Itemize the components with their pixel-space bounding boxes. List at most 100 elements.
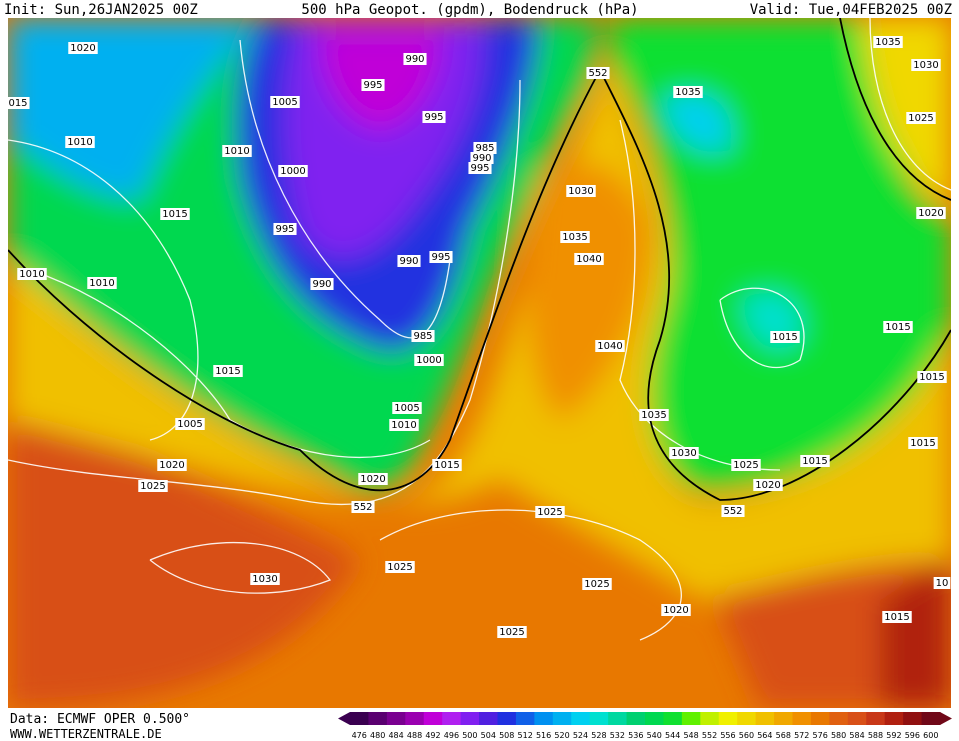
scale-label: 596 xyxy=(905,731,920,740)
isobar-label: 1000 xyxy=(280,166,305,177)
label-box xyxy=(933,577,951,589)
scale-cell xyxy=(589,712,609,725)
isobar-label: 1025 xyxy=(140,481,165,492)
label-box xyxy=(422,111,446,123)
label-box xyxy=(17,268,47,280)
label-box xyxy=(753,479,783,491)
scale-cell xyxy=(442,712,462,725)
isobar-label: 1010 xyxy=(224,146,249,157)
scale-cell xyxy=(645,712,664,725)
label-box xyxy=(911,59,941,71)
label-box xyxy=(392,402,422,414)
isobar-label: 1015 xyxy=(884,612,909,623)
isobar-label: 1010 xyxy=(67,137,92,148)
scale-cell xyxy=(829,712,849,725)
isobar-label: 1025 xyxy=(908,113,933,124)
label-box xyxy=(8,97,30,109)
label-box xyxy=(403,53,427,65)
scale-cell xyxy=(663,712,683,725)
scale-label: 528 xyxy=(591,731,606,740)
scale-label: 524 xyxy=(573,731,588,740)
isobar-label: 1005 xyxy=(177,419,202,430)
isobar-label: 015 xyxy=(8,98,27,109)
label-box xyxy=(87,277,117,289)
isobar-label: 1030 xyxy=(671,448,696,459)
scale-cell xyxy=(681,712,701,725)
isobar-label: 995 xyxy=(431,252,450,263)
label-box xyxy=(586,67,610,79)
scale-label: 552 xyxy=(702,731,717,740)
label-box xyxy=(429,251,453,263)
isobar-label: 1030 xyxy=(568,186,593,197)
label-box xyxy=(358,473,388,485)
label-box xyxy=(361,79,385,91)
label-box xyxy=(470,152,494,164)
scale-cell xyxy=(884,712,904,725)
scale-cell xyxy=(405,712,425,725)
label-box xyxy=(157,459,187,471)
isobar-label: 552 xyxy=(588,68,607,79)
scale-label: 548 xyxy=(683,731,698,740)
label-box xyxy=(917,371,947,383)
scale-label: 500 xyxy=(462,731,477,740)
isobar-label: 990 xyxy=(312,279,331,290)
isobar-label: 1015 xyxy=(802,456,827,467)
label-box xyxy=(138,480,168,492)
label-box xyxy=(639,409,669,421)
scale-label: 484 xyxy=(388,731,403,740)
label-box xyxy=(906,112,936,124)
isobar-label: 1020 xyxy=(755,480,780,491)
label-box xyxy=(873,36,903,48)
isobar-label: 1020 xyxy=(918,208,943,219)
label-box xyxy=(411,330,435,342)
isobar-label: 1020 xyxy=(663,605,688,616)
scale-label: 536 xyxy=(628,731,643,740)
isobar-label: 1015 xyxy=(910,438,935,449)
label-box xyxy=(385,561,415,573)
scale-label: 540 xyxy=(647,731,662,740)
label-box xyxy=(673,86,703,98)
isobar-label: 985 xyxy=(475,143,494,154)
label-box xyxy=(800,455,830,467)
scale-label: 496 xyxy=(444,731,459,740)
isobar-label: 1025 xyxy=(387,562,412,573)
scale-label: 480 xyxy=(370,731,385,740)
isobar-label: 990 xyxy=(405,54,424,65)
label-box xyxy=(175,418,205,430)
scale-label: 492 xyxy=(425,731,440,740)
label-box xyxy=(882,611,912,623)
scale-cell xyxy=(350,712,369,725)
label-box xyxy=(916,207,946,219)
website: WWW.WETTERZENTRALE.DE xyxy=(10,727,162,741)
scale-label: 564 xyxy=(757,731,772,740)
isobar-label: 995 xyxy=(470,163,489,174)
label-box xyxy=(351,501,375,513)
label-box xyxy=(535,506,565,518)
scale-cell xyxy=(515,712,535,725)
data-source: Data: ECMWF OPER 0.500° xyxy=(10,712,190,727)
isobar-label: 1005 xyxy=(272,97,297,108)
label-box xyxy=(721,505,745,517)
scale-cell xyxy=(718,712,738,725)
label-box xyxy=(278,165,308,177)
scale-arrow-left xyxy=(338,712,350,725)
label-box xyxy=(560,231,590,243)
552-contour xyxy=(8,18,951,501)
isobar-label: 1000 xyxy=(416,355,441,366)
label-box xyxy=(397,255,421,267)
isobar-label: 1030 xyxy=(252,574,277,585)
scale-label: 532 xyxy=(610,731,625,740)
scale-label: 576 xyxy=(813,731,828,740)
scale-cell xyxy=(423,712,443,725)
scale-cell xyxy=(866,712,886,725)
scale-label: 600 xyxy=(923,731,938,740)
label-box xyxy=(389,419,419,431)
scale-label: 508 xyxy=(499,731,514,740)
label-box xyxy=(669,447,699,459)
isobar-label: 1040 xyxy=(576,254,601,265)
isobar-label: 1020 xyxy=(360,474,385,485)
isobar-label: 1025 xyxy=(537,507,562,518)
label-box xyxy=(310,278,334,290)
isobar-label: 1015 xyxy=(434,460,459,471)
isobar-label: 1035 xyxy=(641,410,666,421)
